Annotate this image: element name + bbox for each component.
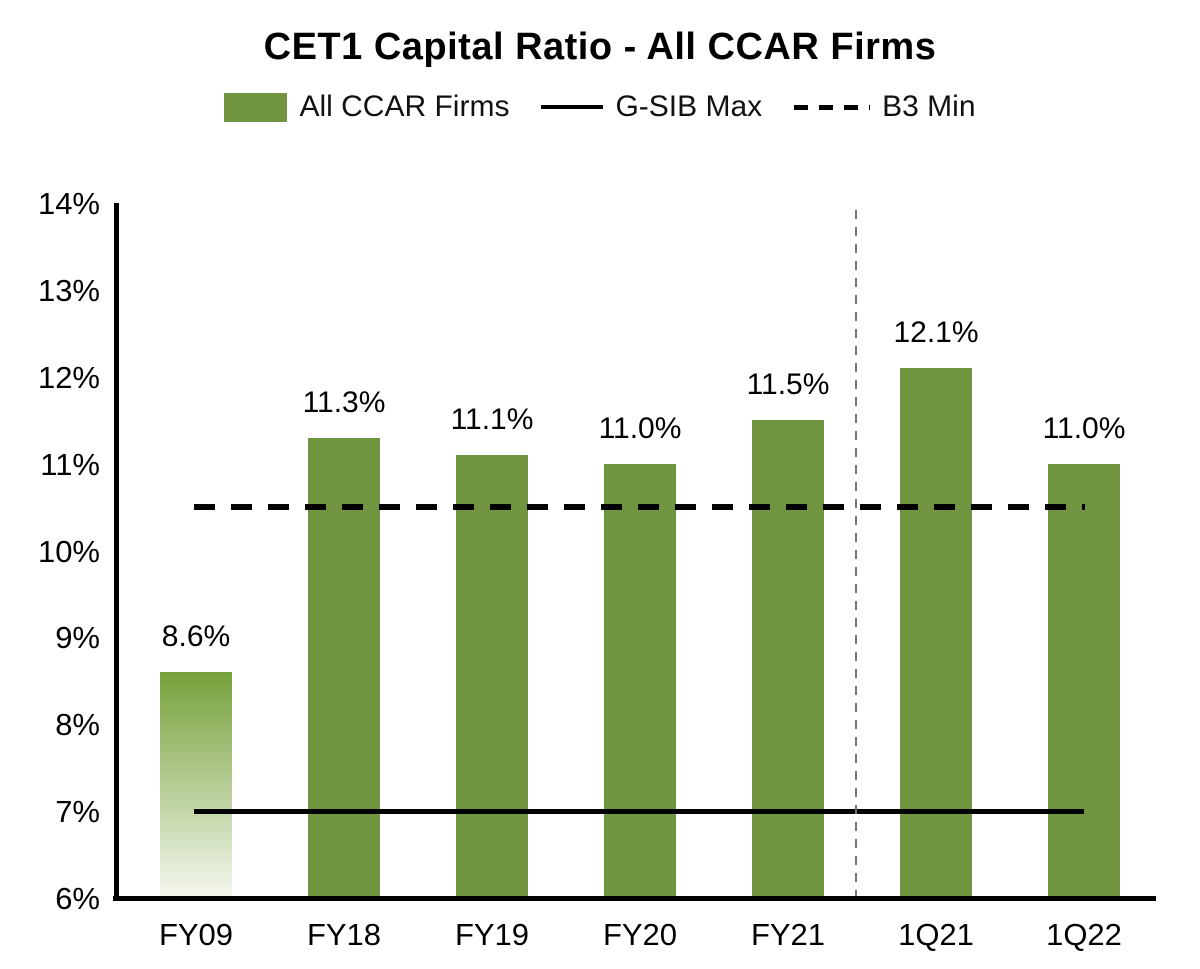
y-tick-label-9-: 9% <box>55 620 100 656</box>
x-tick-label-1q21: 1Q21 <box>898 917 974 952</box>
chart-title: CET1 Capital Ratio - All CCAR Firms <box>263 26 937 68</box>
x-tick-label-1q22: 1Q22 <box>1046 917 1122 952</box>
legend: All CCAR Firms G-SIB Max B3 Min <box>0 90 1200 124</box>
legend-item-gsib-max: G-SIB Max <box>541 90 762 124</box>
bar-value-label-1q21: 12.1% <box>893 316 979 350</box>
bar-value-label-fy09: 8.6% <box>161 620 231 654</box>
legend-label-b3-min: B3 Min <box>882 90 976 123</box>
bar-value-label-fy19: 11.1% <box>450 402 534 436</box>
period-separator-line <box>855 210 857 905</box>
legend-solid-line-icon <box>541 105 604 109</box>
bar-1q22 <box>1048 463 1120 896</box>
legend-label-gsib-max: G-SIB Max <box>615 90 763 123</box>
x-tick-label-fy09: FY09 <box>158 917 234 952</box>
y-tick-label-14-: 14% <box>37 186 100 221</box>
legend-label-all-ccar-firms: All CCAR Firms <box>299 90 510 123</box>
x-tick-label-fy18: FY18 <box>306 917 382 952</box>
x-axis-line <box>113 896 1156 901</box>
legend-dashed-line-icon <box>794 104 871 110</box>
bar-fy20 <box>604 463 676 896</box>
bar-value-label-fy18: 11.3% <box>302 385 386 419</box>
x-tick-label-fy21: FY21 <box>750 917 826 952</box>
legend-bar-swatch-icon <box>224 92 288 122</box>
y-tick-label-10-: 10% <box>37 533 100 569</box>
legend-item-all-ccar-firms: All CCAR Firms <box>224 90 509 124</box>
x-tick-label-fy20: FY20 <box>602 917 678 952</box>
bar-value-label-fy20: 11.0% <box>598 411 682 445</box>
y-axis-line <box>114 203 119 901</box>
bar-1q21 <box>900 368 972 896</box>
bar-fy18 <box>308 437 380 896</box>
bar-fy21 <box>752 420 824 896</box>
y-tick-label-8-: 8% <box>55 707 100 743</box>
bar-fy09 <box>160 672 232 896</box>
bar-value-label-1q22: 11.0% <box>1042 411 1126 445</box>
legend-item-b3-min: B3 Min <box>794 90 976 124</box>
y-tick-label-7-: 7% <box>55 794 100 830</box>
y-tick-label-11-: 11% <box>40 446 100 482</box>
y-tick-label-12-: 12% <box>37 359 100 395</box>
bar-fy19 <box>456 454 528 896</box>
bar-value-label-fy21: 11.5% <box>746 368 830 402</box>
x-tick-label-fy19: FY19 <box>454 917 530 952</box>
y-tick-label-13-: 13% <box>37 272 100 308</box>
y-tick-label-6-: 6% <box>55 881 100 916</box>
ref-line-g-sib-max <box>194 809 1084 815</box>
ref-line-b3-min <box>194 504 1085 511</box>
